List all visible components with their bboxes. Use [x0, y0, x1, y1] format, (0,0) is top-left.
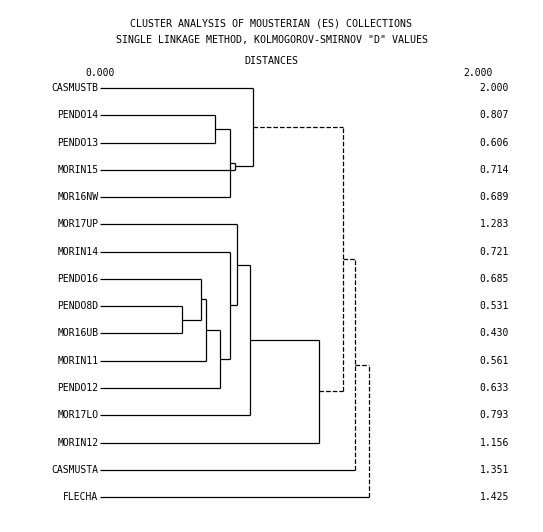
Text: 0.689: 0.689 [479, 192, 509, 202]
Text: 2.000: 2.000 [463, 68, 493, 78]
Text: MOR17UP: MOR17UP [58, 219, 99, 229]
Text: MORIN14: MORIN14 [58, 247, 99, 257]
Text: 0.531: 0.531 [479, 301, 509, 311]
Text: 0.561: 0.561 [479, 356, 509, 366]
Text: 0.000: 0.000 [86, 68, 115, 78]
Text: MOR16UB: MOR16UB [58, 328, 99, 338]
Text: 0.721: 0.721 [479, 247, 509, 257]
Text: CLUSTER ANALYSIS OF MOUSTERIAN (ES) COLLECTIONS: CLUSTER ANALYSIS OF MOUSTERIAN (ES) COLL… [130, 19, 413, 29]
Text: 1.351: 1.351 [479, 465, 509, 475]
Text: PENDO14: PENDO14 [58, 110, 99, 120]
Text: 0.606: 0.606 [479, 138, 509, 148]
Text: 1.283: 1.283 [479, 219, 509, 229]
Text: 0.793: 0.793 [479, 410, 509, 420]
Text: 0.633: 0.633 [479, 383, 509, 393]
Text: PENDO12: PENDO12 [58, 383, 99, 393]
Text: 1.156: 1.156 [479, 437, 509, 447]
Text: CASMUSTB: CASMUSTB [52, 83, 99, 93]
Text: PENDO8D: PENDO8D [58, 301, 99, 311]
Text: MORIN11: MORIN11 [58, 356, 99, 366]
Text: MORIN12: MORIN12 [58, 437, 99, 447]
Text: FLECHA: FLECHA [64, 492, 99, 502]
Text: 0.430: 0.430 [479, 328, 509, 338]
Text: 0.685: 0.685 [479, 274, 509, 284]
Text: PENDO13: PENDO13 [58, 138, 99, 148]
Text: MOR16NW: MOR16NW [58, 192, 99, 202]
Text: 1.425: 1.425 [479, 492, 509, 502]
Text: 0.807: 0.807 [479, 110, 509, 120]
Text: DISTANCES: DISTANCES [244, 56, 299, 66]
Text: SINGLE LINKAGE METHOD, KOLMOGOROV-SMIRNOV "D" VALUES: SINGLE LINKAGE METHOD, KOLMOGOROV-SMIRNO… [116, 35, 427, 45]
Text: PENDO16: PENDO16 [58, 274, 99, 284]
Text: MORIN15: MORIN15 [58, 165, 99, 175]
Text: MOR17LO: MOR17LO [58, 410, 99, 420]
Text: 2.000: 2.000 [479, 83, 509, 93]
Text: CASMUSTA: CASMUSTA [52, 465, 99, 475]
Text: 0.714: 0.714 [479, 165, 509, 175]
